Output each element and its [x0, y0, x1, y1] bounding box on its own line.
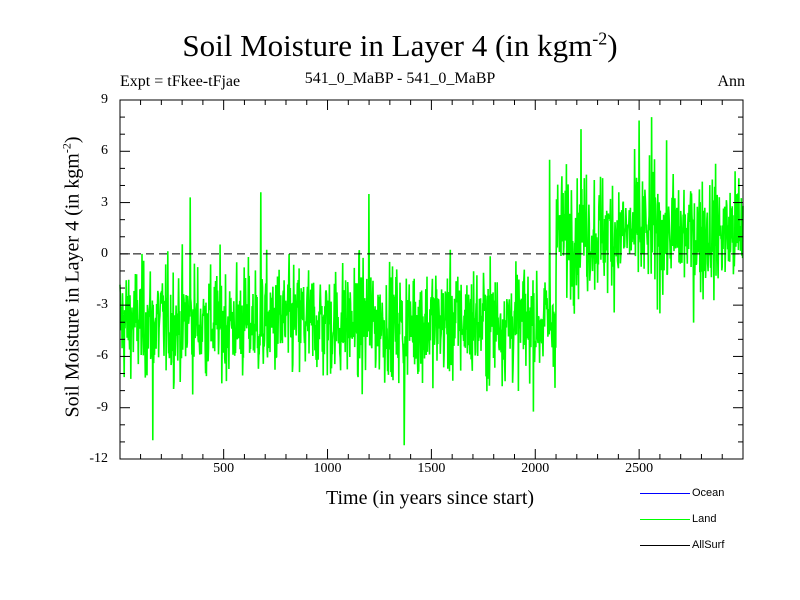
legend-label-allsurf: AllSurf	[692, 539, 725, 551]
legend-swatch-allsurf	[640, 545, 690, 546]
y-tick-label: 3	[101, 194, 108, 210]
x-tick-label: 2000	[521, 461, 550, 476]
x-axis-label: Time (in years since start)	[325, 487, 535, 509]
legend-label-ocean: Ocean	[692, 487, 725, 499]
x-tick-label: 1500	[417, 461, 446, 476]
experiment-label: Expt = tFkee-tFjae	[120, 73, 241, 90]
legend-label-land: Land	[692, 513, 717, 525]
y-tick-label: -9	[96, 399, 108, 415]
y-tick-label: -12	[89, 451, 108, 466]
y-tick-label: 0	[101, 245, 108, 261]
legend-swatch-land	[640, 519, 690, 520]
x-tick-label: 2500	[625, 461, 654, 476]
chart-title: Soil Moisture in Layer 4 (in kgm-2)	[182, 28, 618, 63]
y-tick-label: 9	[101, 92, 108, 107]
series-line-land	[119, 117, 744, 446]
y-tick-label: -6	[96, 348, 108, 364]
season-label: Ann	[717, 73, 745, 90]
y-tick-label: -3	[96, 297, 108, 313]
plot-frame	[119, 99, 744, 460]
tick-layer	[120, 99, 743, 460]
y-tick-label: 6	[101, 143, 108, 159]
x-tick-label: 1000	[313, 461, 342, 476]
series-layer	[119, 117, 744, 446]
comparison-label: 541_0_MaBP - 541_0_MaBP	[304, 70, 496, 87]
legend-swatch-ocean	[640, 493, 690, 494]
x-tick-label: 500	[213, 461, 235, 476]
